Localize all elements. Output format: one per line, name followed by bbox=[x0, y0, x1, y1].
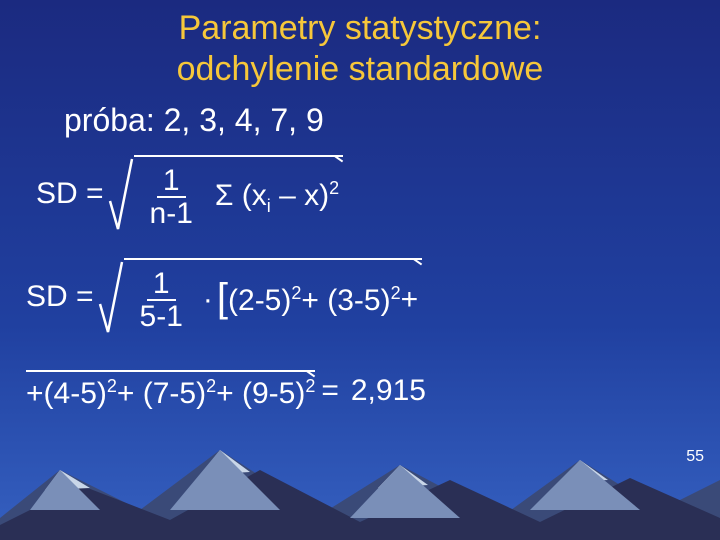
title-line-1: Parametry statystyczne: bbox=[0, 8, 720, 49]
frac1-num: 1 bbox=[157, 165, 186, 199]
sigma-expr: Σ (xi – x)2 bbox=[215, 178, 339, 217]
open-bracket: [ bbox=[217, 276, 228, 321]
sd-equals-2: SD = bbox=[26, 280, 94, 314]
fraction-2: 1 5-1 bbox=[134, 268, 189, 333]
mountains-graphic bbox=[0, 410, 720, 540]
sigma-sup: 2 bbox=[329, 178, 339, 198]
term1: (2-5)2 bbox=[228, 283, 301, 318]
sqrt-2: 1 5-1 · [ (2-5)2 + (3-5)2 + bbox=[98, 258, 423, 336]
mountain-svg bbox=[0, 410, 720, 540]
term1-base: (2-5) bbox=[228, 284, 291, 317]
radicand-3: + (4-5)2 + (7-5)2 + (9-5)2 bbox=[26, 370, 315, 411]
term5-base: + (9-5) bbox=[216, 377, 305, 410]
sigma-tail: – x) bbox=[271, 179, 329, 212]
formula-general: SD = 1 n-1 Σ (xi – x)2 bbox=[36, 155, 343, 233]
term4: + (7-5)2 bbox=[117, 376, 216, 411]
slide: Parametry statystyczne: odchylenie stand… bbox=[0, 0, 720, 540]
formula-expanded-line2: + (4-5)2 + (7-5)2 + (9-5)2 = 2,915 bbox=[26, 370, 426, 411]
title-line-2: odchylenie standardowe bbox=[0, 49, 720, 90]
term4-base: + (7-5) bbox=[117, 377, 206, 410]
term2-base: + (3-5) bbox=[301, 284, 390, 317]
formula-expanded-line1: SD = 1 5-1 · [ (2-5)2 + (3-5)2 + bbox=[26, 258, 422, 336]
term1-sup: 2 bbox=[291, 283, 301, 303]
slide-title: Parametry statystyczne: odchylenie stand… bbox=[0, 8, 720, 90]
trailing-plus: + bbox=[401, 283, 419, 317]
term5-sup: 2 bbox=[305, 376, 315, 396]
radical-sign-1 bbox=[108, 155, 134, 233]
term4-sup: 2 bbox=[206, 376, 216, 396]
sigma-head: Σ (x bbox=[215, 179, 267, 212]
dot: · bbox=[203, 283, 213, 317]
radicand-1: 1 n-1 Σ (xi – x)2 bbox=[134, 155, 344, 233]
frac1-den: n-1 bbox=[144, 198, 199, 230]
term5: + (9-5)2 bbox=[216, 376, 315, 411]
term2: + (3-5)2 bbox=[301, 283, 400, 318]
radical-sign-2 bbox=[98, 258, 124, 336]
sqrt-1: 1 n-1 Σ (xi – x)2 bbox=[108, 155, 344, 233]
radicand-2: 1 5-1 · [ (2-5)2 + (3-5)2 + bbox=[124, 258, 423, 336]
equals: = bbox=[321, 374, 339, 408]
sample-text: próba: 2, 3, 4, 7, 9 bbox=[64, 102, 324, 139]
term3-sup: 2 bbox=[107, 376, 117, 396]
term3-base: (4-5) bbox=[44, 377, 107, 410]
term2-sup: 2 bbox=[391, 283, 401, 303]
frac2-den: 5-1 bbox=[134, 301, 189, 333]
leading-plus: + bbox=[26, 377, 44, 411]
frac2-num: 1 bbox=[147, 268, 176, 302]
term3: (4-5)2 bbox=[44, 376, 117, 411]
sd-equals-1: SD = bbox=[36, 177, 104, 211]
fraction-1: 1 n-1 bbox=[144, 165, 199, 230]
result-value: 2,915 bbox=[351, 374, 426, 408]
